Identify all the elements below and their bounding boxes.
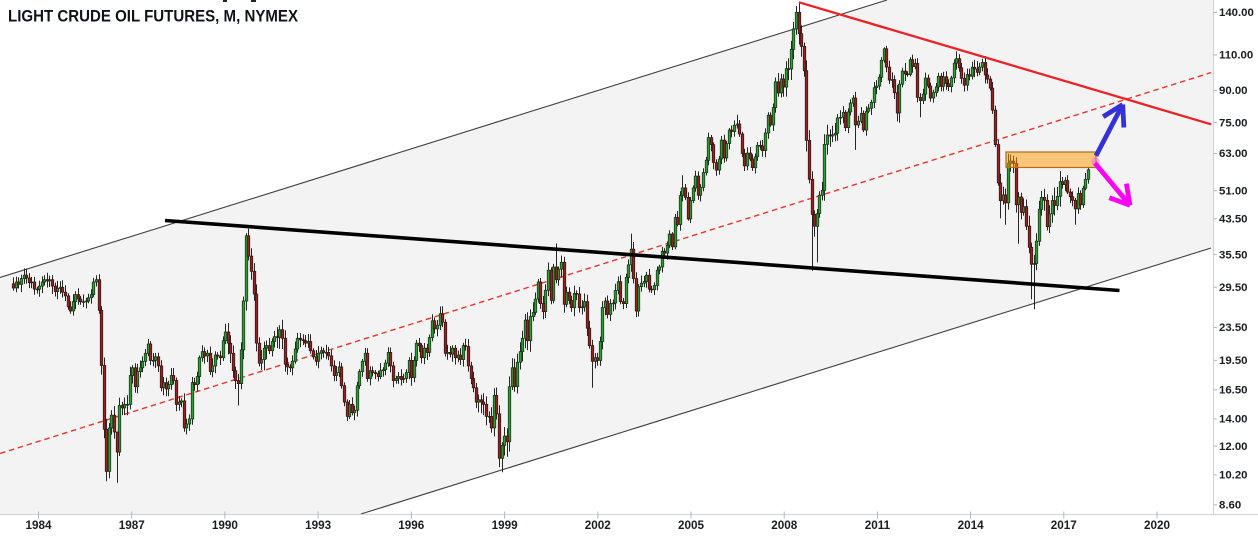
- svg-text:8.60: 8.60: [1219, 500, 1241, 512]
- svg-text:1996: 1996: [398, 519, 425, 532]
- svg-text:1987: 1987: [119, 519, 145, 532]
- svg-text:1993: 1993: [305, 519, 332, 532]
- svg-text:2014: 2014: [958, 519, 985, 532]
- svg-text:19.50: 19.50: [1219, 355, 1248, 367]
- svg-text:75.00: 75.00: [1219, 117, 1248, 129]
- svg-text:12.00: 12.00: [1219, 441, 1248, 453]
- svg-text:2008: 2008: [771, 519, 798, 532]
- svg-text:140.00: 140.00: [1219, 7, 1254, 19]
- svg-text:LIGHT CRUDE OIL FUTURES, M, NY: LIGHT CRUDE OIL FUTURES, M, NYMEX: [8, 7, 299, 26]
- svg-text:14.00: 14.00: [1219, 414, 1248, 426]
- svg-text:1999: 1999: [492, 519, 519, 532]
- svg-text:110.00: 110.00: [1219, 50, 1253, 62]
- svg-text:1990: 1990: [212, 519, 239, 532]
- svg-text:2005: 2005: [678, 519, 705, 532]
- svg-text:10.20: 10.20: [1219, 470, 1248, 482]
- svg-text:51.00: 51.00: [1219, 185, 1248, 197]
- svg-text:23.50: 23.50: [1219, 322, 1248, 334]
- svg-text:35.50: 35.50: [1219, 249, 1248, 261]
- svg-text:2017: 2017: [1051, 519, 1077, 532]
- svg-text:2011: 2011: [865, 519, 891, 532]
- svg-text:43.50: 43.50: [1219, 214, 1248, 226]
- svg-text:29.50: 29.50: [1219, 282, 1248, 294]
- svg-text:63.00: 63.00: [1219, 148, 1248, 160]
- svg-text:16.50: 16.50: [1219, 385, 1248, 397]
- svg-text:2002: 2002: [585, 519, 612, 532]
- svg-text:1984: 1984: [25, 519, 52, 532]
- svg-text:2020: 2020: [1144, 519, 1171, 532]
- svg-text:90.00: 90.00: [1219, 85, 1248, 97]
